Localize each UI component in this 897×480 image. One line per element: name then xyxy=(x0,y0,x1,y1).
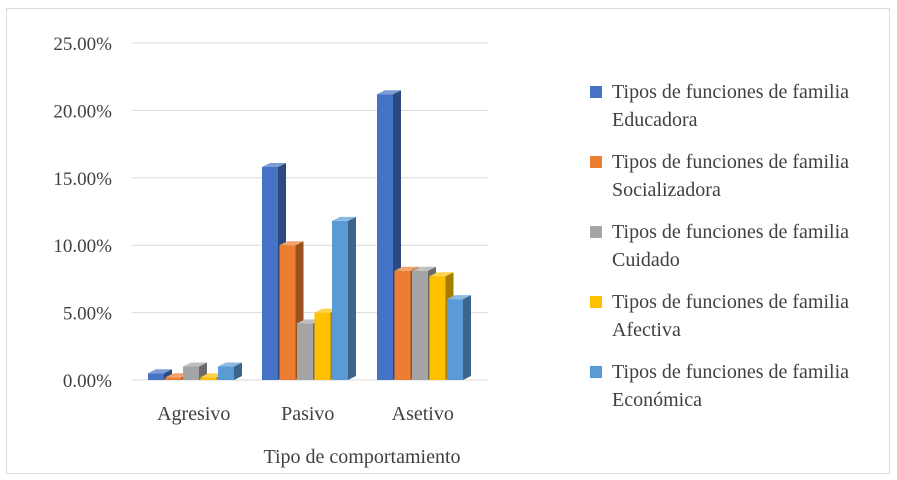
x-category-label: Agresivo xyxy=(157,403,230,425)
y-tick-label: 5.00% xyxy=(63,304,112,325)
legend-item: Tipos de funciones de familia Económica xyxy=(590,358,890,414)
x-category-label: Asetivo xyxy=(392,403,454,425)
legend-swatch xyxy=(590,296,602,308)
bar xyxy=(218,362,242,380)
legend-swatch xyxy=(590,156,602,168)
legend-item: Tipos de funciones de familia Cuidado xyxy=(590,218,890,274)
chart-frame xyxy=(6,8,890,474)
legend: Tipos de funciones de familia Educadora T… xyxy=(590,78,890,428)
legend-item: Tipos de funciones de familia Socializad… xyxy=(590,148,890,204)
bar xyxy=(447,295,471,380)
legend-label: Tipos de funciones de familia Educadora xyxy=(612,81,850,131)
legend-label: Tipos de funciones de familia Cuidado xyxy=(612,221,850,271)
y-tick-label: 15.00% xyxy=(53,169,112,190)
legend-label: Tipos de funciones de familia Socializad… xyxy=(612,151,850,201)
legend-swatch xyxy=(590,366,602,378)
legend-label: Tipos de funciones de familia Afectiva xyxy=(612,291,850,341)
x-axis-title: Tipo de comportamiento xyxy=(263,446,460,468)
bar xyxy=(183,362,207,380)
bar xyxy=(332,216,356,380)
legend-item: Tipos de funciones de familia Afectiva xyxy=(590,288,890,344)
legend-label: Tipos de funciones de familia Económica xyxy=(612,361,850,411)
legend-swatch xyxy=(590,226,602,238)
y-tick-label: 0.00% xyxy=(63,371,112,392)
y-tick-label: 25.00% xyxy=(53,34,112,55)
y-tick-label: 10.00% xyxy=(53,236,112,257)
legend-item: Tipos de funciones de familia Educadora xyxy=(590,78,890,134)
y-tick-label: 20.00% xyxy=(53,101,112,122)
x-category-label: Pasivo xyxy=(281,403,334,425)
legend-swatch xyxy=(590,86,602,98)
